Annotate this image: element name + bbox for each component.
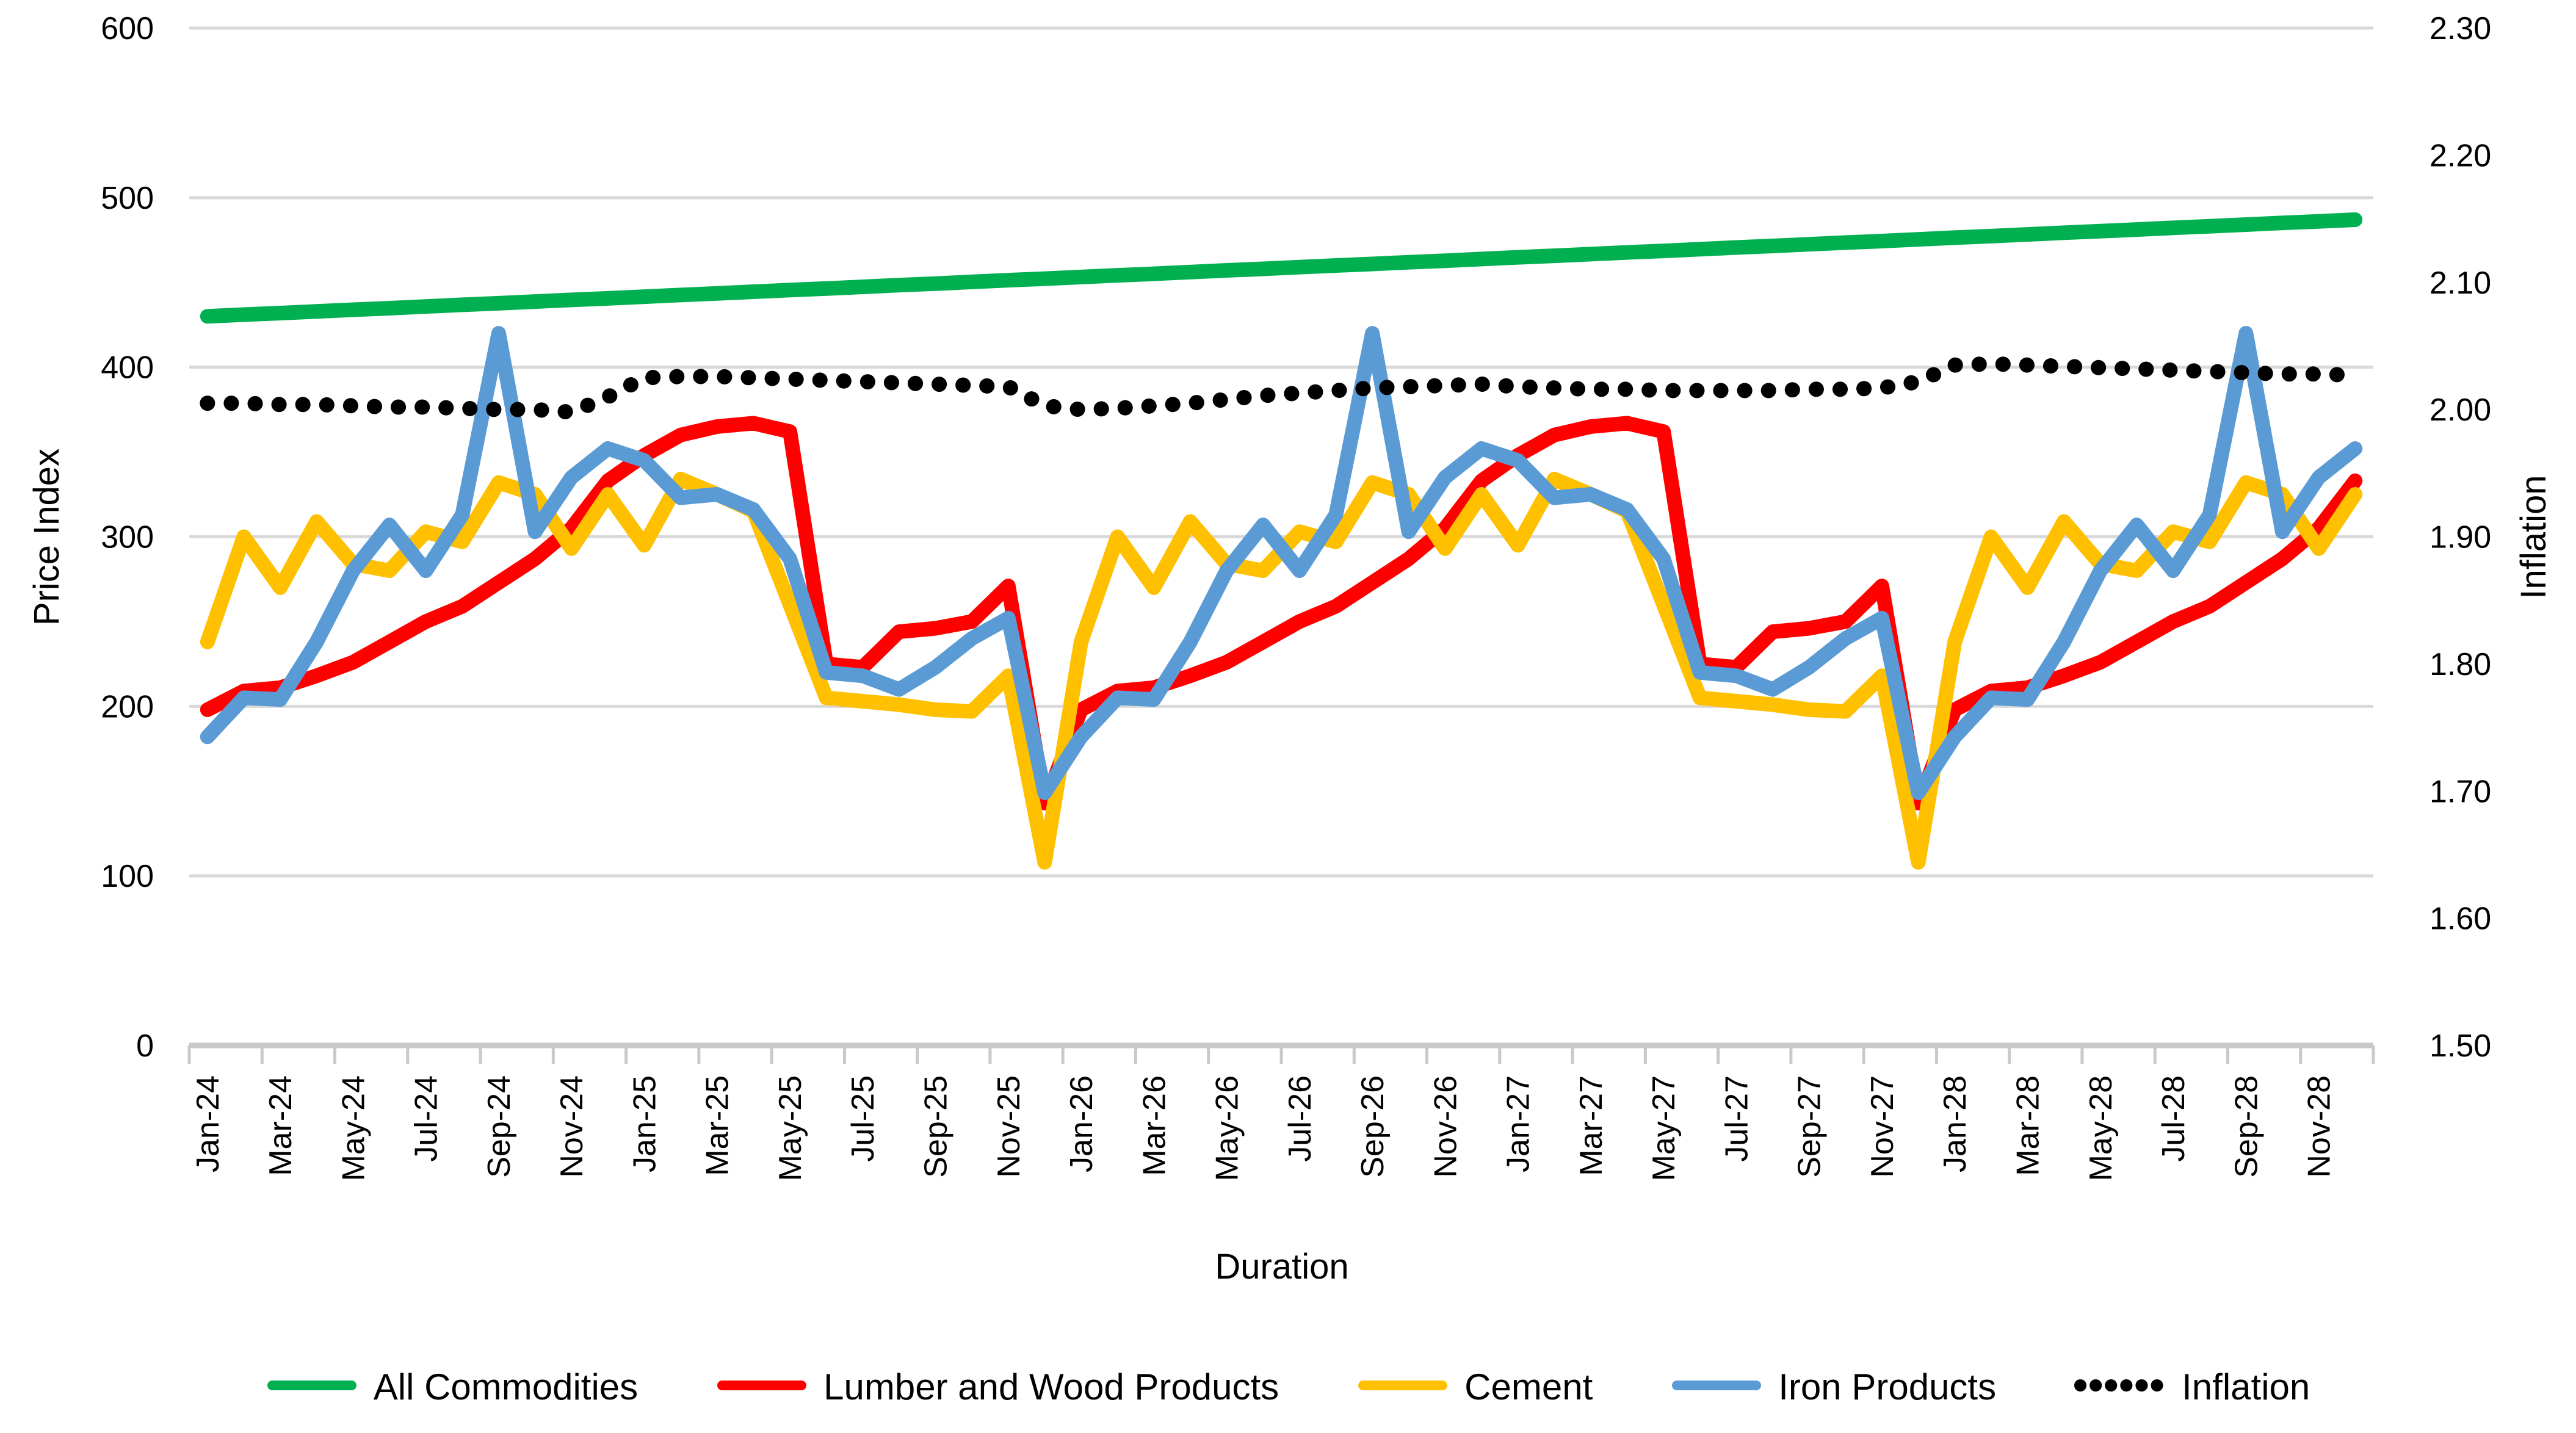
legend-label: Iron Products [1778, 1366, 1997, 1407]
legend-item-lumber-and-wood-products[interactable]: Lumber and Wood Products [716, 1366, 1279, 1408]
x-tick-label: Jul-28 [2156, 1075, 2191, 1162]
x-axis-title: Duration [1215, 1247, 1348, 1287]
legend-label: All Commodities [373, 1366, 639, 1407]
series-iron-products-line [200, 326, 2363, 800]
x-tick-label: Jan-24 [190, 1075, 226, 1172]
x-tick-label: Mar-25 [700, 1075, 736, 1176]
inflation-dotted-swatch-icon [2074, 1375, 2166, 1399]
x-tick-label: Jul-26 [1283, 1075, 1318, 1162]
x-tick-label: May-25 [773, 1075, 808, 1181]
x-tick-label: Jan-28 [1937, 1075, 1973, 1172]
chart-legend: All Commodities Lumber and Wood Products… [0, 1366, 2576, 1408]
y-right-axis-title: Inflation [2514, 475, 2553, 599]
x-tick-label: Jul-25 [845, 1075, 881, 1162]
y-right-tick-label: 2.30 [2429, 11, 2491, 46]
x-tick-label: Jan-25 [627, 1075, 662, 1172]
y-right-tick-label: 1.50 [2429, 1028, 2491, 1064]
x-tick-label: Mar-24 [263, 1075, 298, 1176]
y-right-tick-label: 1.70 [2429, 774, 2491, 809]
x-tick-label: May-24 [336, 1075, 371, 1181]
legend-label: Lumber and Wood Products [823, 1366, 1279, 1407]
x-tick-label: Mar-26 [1137, 1075, 1172, 1176]
y-right-tick-label: 1.60 [2429, 901, 2491, 937]
x-tick-label: Sep-28 [2229, 1075, 2264, 1178]
legend-item-inflation[interactable]: Inflation [2074, 1366, 2310, 1408]
x-tick-label: Nov-26 [1428, 1075, 1463, 1178]
y-left-axis-title: Price Index [27, 449, 67, 626]
x-tick-label: May-28 [2083, 1075, 2119, 1181]
y-right-tick-label: 1.80 [2429, 647, 2491, 682]
cement-line-swatch-icon [1357, 1375, 1449, 1399]
x-tick-label: Nov-25 [991, 1075, 1027, 1178]
y-left-tick-label: 600 [101, 11, 154, 46]
x-tick-label: Jul-27 [1719, 1075, 1754, 1162]
legend-label: Inflation [2182, 1366, 2310, 1407]
series-all-commodities-line [200, 212, 2363, 324]
x-tick-label: Nov-27 [1865, 1075, 1900, 1178]
lumber-line-swatch-icon [716, 1375, 808, 1399]
y-right-tick-label: 2.00 [2429, 392, 2491, 428]
x-tick-label: Mar-28 [2010, 1075, 2046, 1176]
legend-item-cement[interactable]: Cement [1357, 1366, 1593, 1408]
iron-products-line-swatch-icon [1671, 1375, 1762, 1399]
x-tick-label: Nov-24 [554, 1075, 590, 1178]
x-tick-label: Sep-25 [918, 1075, 953, 1178]
x-tick-label: Jan-26 [1064, 1075, 1099, 1172]
y-left-tick-label: 500 [101, 181, 154, 216]
x-tick-label: Jul-24 [409, 1075, 444, 1162]
y-left-tick-label: 400 [101, 350, 154, 386]
legend-item-iron-products[interactable]: Iron Products [1671, 1366, 1996, 1408]
y-right-tick-label: 1.90 [2429, 520, 2491, 555]
x-tick-label: Sep-26 [1355, 1075, 1391, 1178]
x-tick-label: Sep-27 [1792, 1075, 1828, 1178]
x-tick-label: May-26 [1210, 1075, 1245, 1181]
y-right-tick-label: 2.10 [2429, 265, 2491, 301]
x-tick-label: May-27 [1646, 1075, 1682, 1181]
all-commodities-line-swatch-icon [266, 1375, 358, 1399]
y-left-tick-label: 100 [101, 859, 154, 894]
y-left-tick-label: 200 [101, 689, 154, 724]
x-tick-label: Mar-27 [1574, 1075, 1609, 1176]
x-tick-label: Sep-24 [482, 1075, 517, 1178]
legend-item-all-commodities[interactable]: All Commodities [266, 1366, 638, 1408]
x-tick-label: Nov-28 [2302, 1075, 2337, 1178]
series-inflation-line [200, 356, 2363, 420]
y-right-tick-label: 2.20 [2429, 138, 2491, 173]
y-left-tick-label: 300 [101, 520, 154, 555]
x-tick-label: Jan-27 [1501, 1075, 1536, 1172]
legend-label: Cement [1464, 1366, 1593, 1407]
y-left-tick-label: 0 [136, 1028, 154, 1064]
